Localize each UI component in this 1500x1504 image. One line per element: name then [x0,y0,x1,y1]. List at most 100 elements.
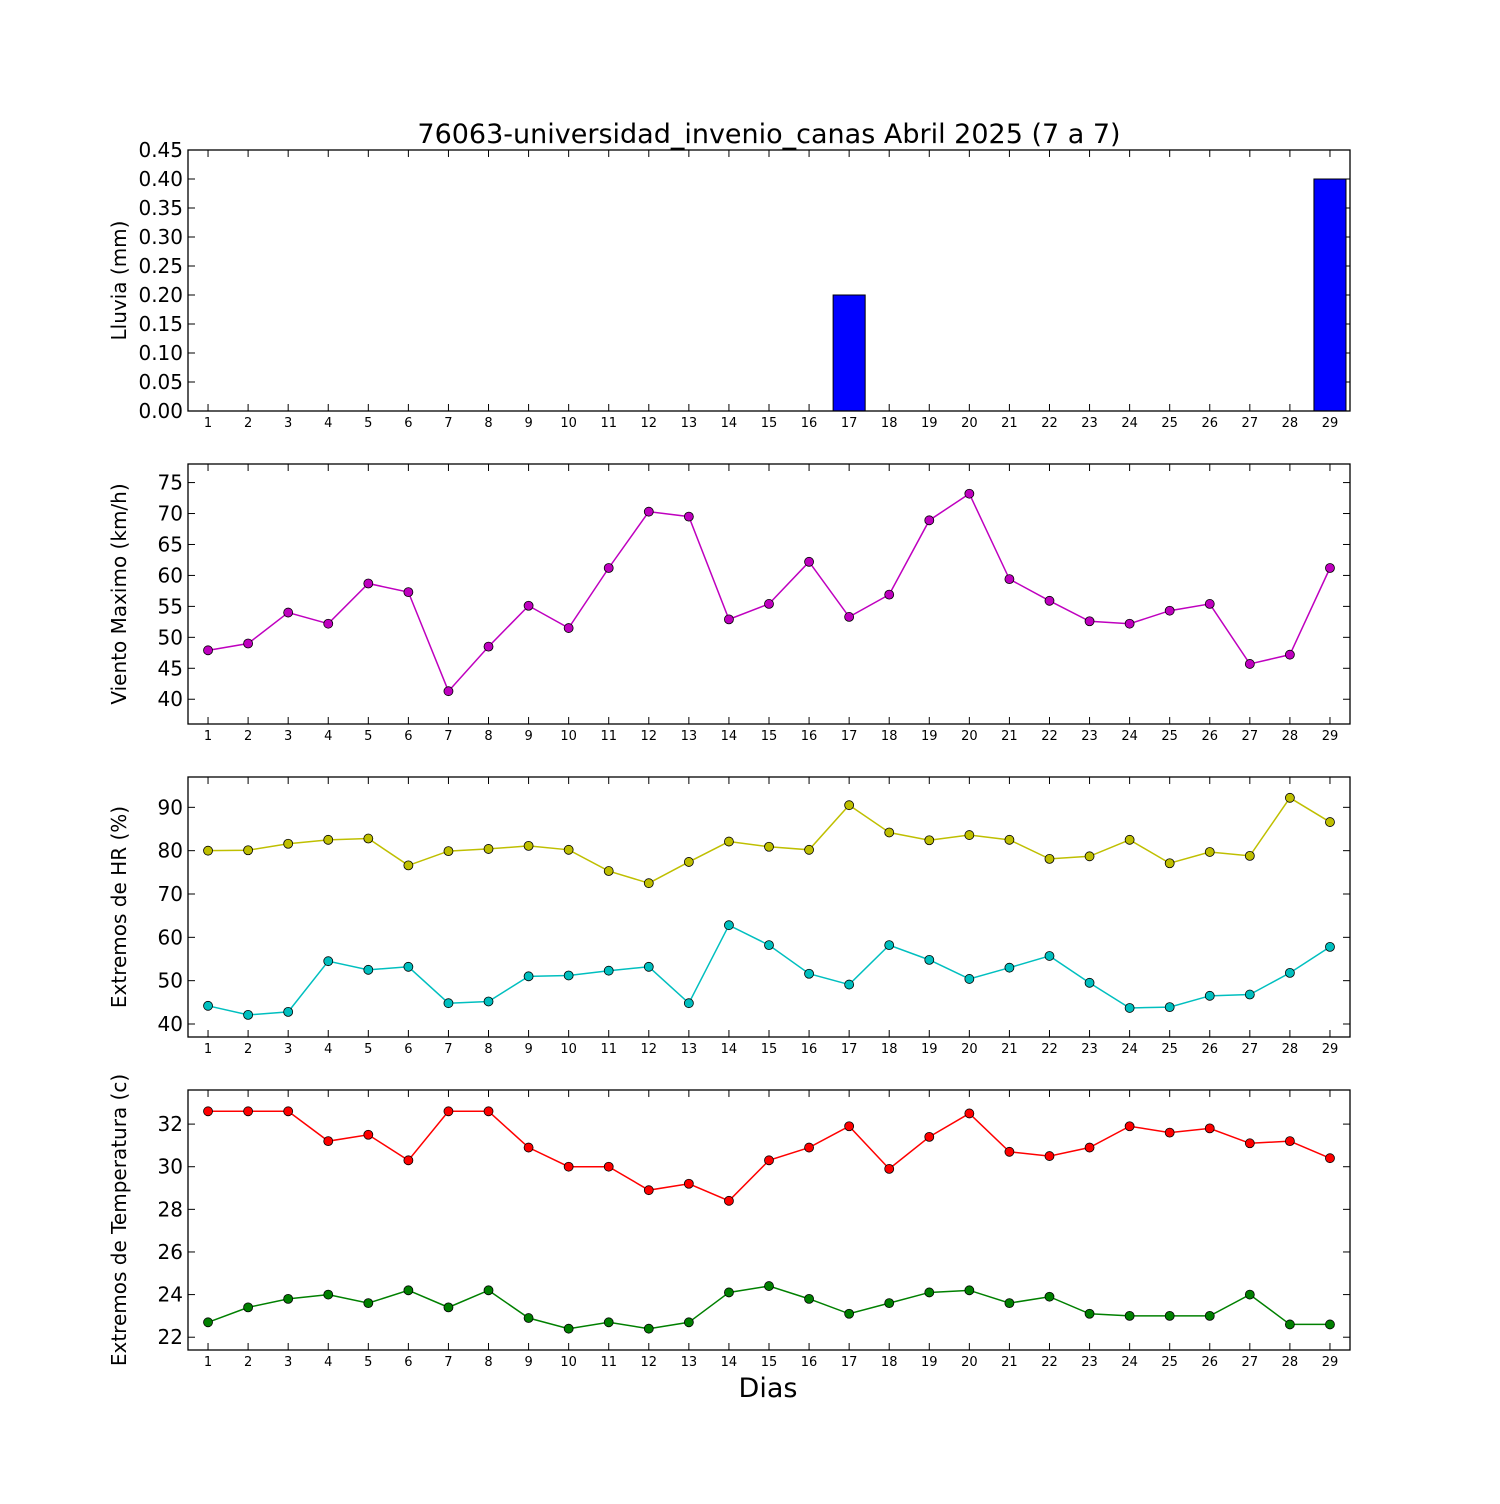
x-tick-label: 12 [641,1355,658,1370]
y-tick-label: 70 [158,882,183,906]
x-tick-label: 6 [404,416,412,431]
x-tick-label: 7 [444,729,452,744]
x-tick-label: 25 [1161,729,1178,744]
point-series-1-day-21 [1004,834,1015,845]
x-tick-label: 28 [1282,1042,1299,1057]
y-axis-label: Extremos de Temperatura (c) [107,1074,131,1366]
x-tick-label: 11 [600,1042,617,1057]
point-series-2-day-2 [243,1010,254,1020]
y-tick-label: 40 [158,1012,183,1036]
point-series-1-day-25 [1164,1127,1175,1138]
plot-frame [187,149,1351,412]
point-series-2-day-14 [724,920,734,931]
y-tick-label: 28 [158,1197,183,1221]
x-tick-label: 9 [524,729,532,744]
point-series-1-day-12 [643,1185,654,1196]
point-series-1-day-17 [844,1121,855,1132]
x-tick-label: 27 [1242,1355,1259,1370]
x-tick-label: 3 [284,416,292,431]
point-series-1-day-24 [1124,618,1135,629]
point-series-1-day-9 [523,600,534,611]
point-series-2-day-12 [643,1323,654,1334]
point-series-2-day-3 [283,1006,294,1017]
point-series-1-day-3 [283,838,294,849]
x-tick-label: 23 [1081,729,1098,744]
point-series-2-day-18 [884,940,895,951]
point-series-1-day-16 [804,844,814,855]
x-tick-label: 1 [204,729,212,744]
x-tick-label: 1 [204,1355,212,1370]
x-tick-label: 1 [204,1042,212,1057]
x-tick-label: 12 [641,729,658,744]
x-tick-label: 18 [881,729,898,744]
x-tick-label: 22 [1041,729,1058,744]
x-tick-label: 13 [681,416,698,431]
x-tick-label: 7 [444,1355,452,1370]
point-series-1-day-6 [403,587,414,598]
x-tick-label: 16 [801,416,818,431]
point-series-1-day-3 [283,607,294,618]
x-tick-label: 3 [284,1042,292,1057]
point-series-1-day-10 [563,844,574,855]
point-series-2-day-16 [804,1293,814,1304]
x-tick-label: 24 [1121,1042,1138,1057]
x-tick-label: 19 [921,1042,938,1057]
point-series-1-day-17 [844,612,855,622]
y-tick-label: 80 [158,839,183,863]
x-tick-label: 10 [560,729,577,744]
point-series-1-day-29 [1325,817,1335,827]
point-series-2-day-25 [1164,1311,1175,1321]
y-tick-label: 26 [158,1240,183,1264]
point-series-2-day-4 [323,956,334,967]
x-tick-label: 14 [721,1355,738,1370]
point-series-1-day-12 [643,506,654,517]
x-tick-label: 21 [1001,1042,1018,1057]
x-tick-label: 18 [881,1355,898,1370]
point-series-1-day-16 [804,556,814,567]
point-series-1-day-17 [844,800,855,811]
point-series-1-day-6 [403,1155,414,1166]
point-series-2-day-20 [964,974,975,984]
plot-frame [187,463,1351,725]
x-tick-label: 8 [484,729,492,744]
point-series-1-day-7 [443,686,454,697]
x-tick-label: 27 [1242,729,1259,744]
point-series-2-day-11 [603,1317,614,1328]
x-tick-label: 22 [1041,1042,1058,1057]
point-series-2-day-5 [363,1298,374,1309]
x-tick-label: 23 [1081,1042,1098,1057]
point-series-2-day-26 [1204,990,1215,1001]
point-series-2-day-8 [483,996,494,1007]
point-series-1-day-4 [323,618,334,629]
point-series-1-day-5 [363,1129,374,1140]
point-series-2-day-1 [203,1317,213,1328]
x-tick-label: 28 [1282,729,1299,744]
point-series-2-day-21 [1004,962,1015,973]
point-series-2-day-15 [764,940,774,951]
point-series-2-day-26 [1204,1311,1215,1321]
x-tick-label: 8 [484,1042,492,1057]
point-series-2-day-17 [844,1308,855,1319]
point-series-1-day-22 [1044,1151,1055,1161]
y-tick-label: 75 [158,471,183,495]
point-series-2-day-5 [363,964,374,975]
x-tick-label: 28 [1282,416,1299,431]
y-tick-label: 0.05 [138,370,183,394]
x-tick-label: 13 [681,729,698,744]
point-series-1-day-7 [443,846,454,856]
point-series-1-day-26 [1204,599,1215,609]
x-tick-label: 29 [1322,1042,1339,1057]
x-tick-label: 11 [600,729,617,744]
x-tick-label: 12 [641,416,658,431]
x-tick-label: 2 [244,1042,252,1057]
point-series-1-day-20 [964,1108,975,1119]
x-tick-label: 1 [204,416,212,431]
point-series-1-day-16 [804,1142,814,1153]
y-tick-label: 0.25 [138,254,183,278]
y-axis-label: Extremos de HR (%) [107,806,131,1008]
point-series-2-day-20 [964,1285,975,1296]
x-tick-label: 21 [1001,416,1018,431]
x-tick-label: 22 [1041,416,1058,431]
